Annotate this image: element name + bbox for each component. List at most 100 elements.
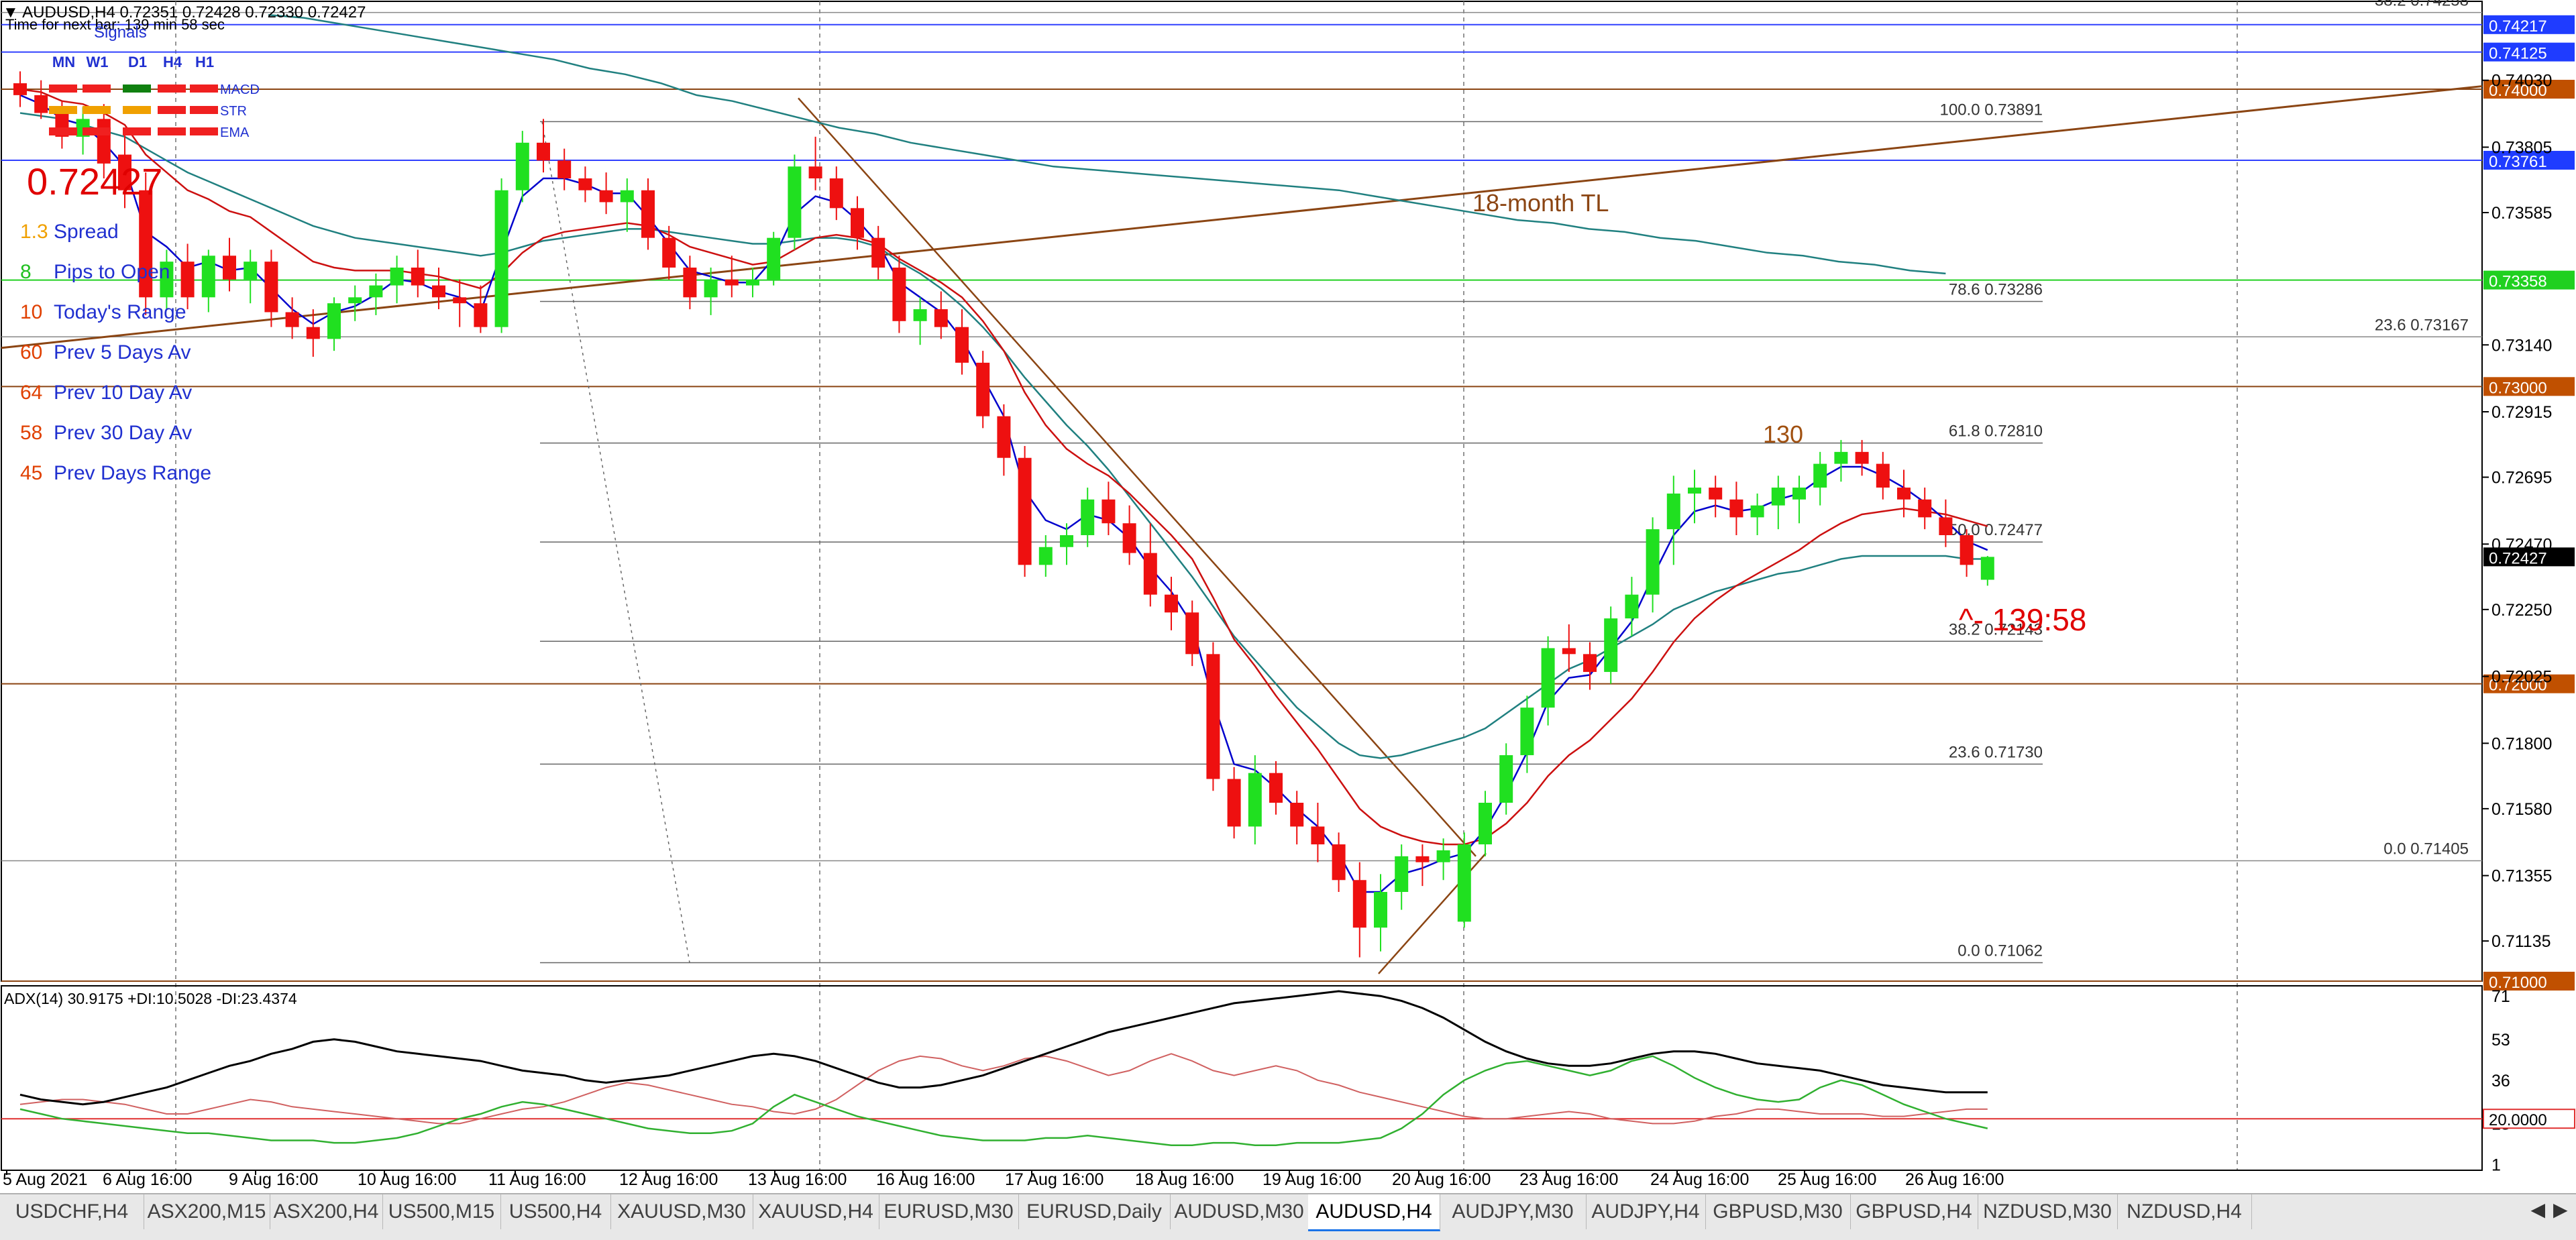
chevron-left-icon[interactable]: ◀ (2530, 1199, 2545, 1220)
candle[interactable] (851, 196, 864, 250)
candle[interactable] (704, 268, 718, 315)
candle[interactable] (1541, 636, 1555, 726)
candle[interactable] (1311, 803, 1325, 862)
candle[interactable] (1520, 695, 1534, 773)
candle[interactable] (892, 256, 906, 333)
candle[interactable] (1122, 505, 1136, 565)
candle[interactable] (934, 291, 948, 339)
candle[interactable] (160, 249, 174, 310)
candle[interactable] (1332, 832, 1346, 892)
candle[interactable] (1352, 862, 1366, 958)
candle[interactable] (1081, 488, 1095, 547)
candle[interactable] (1792, 475, 1806, 524)
candle[interactable] (808, 136, 822, 190)
candle[interactable] (1729, 482, 1743, 535)
candle[interactable] (306, 309, 320, 357)
candle[interactable] (620, 178, 634, 232)
candle[interactable] (683, 256, 697, 310)
candle[interactable] (1290, 791, 1304, 845)
candle[interactable] (1666, 475, 1680, 565)
candle[interactable] (1479, 791, 1492, 856)
candle[interactable] (1185, 600, 1199, 667)
candle[interactable] (1604, 606, 1618, 684)
chart-tab-us500-h4[interactable]: US500,H4 (500, 1194, 611, 1229)
candle[interactable] (641, 178, 655, 250)
candle[interactable] (1750, 493, 1764, 535)
candle[interactable] (1102, 482, 1116, 535)
candle[interactable] (976, 351, 990, 429)
candle[interactable] (1415, 844, 1430, 887)
chart-tab-eurusd-daily[interactable]: EURUSD,Daily (1018, 1194, 1171, 1229)
tab-scroll-controls[interactable]: ◀ ▶ (2522, 1198, 2576, 1225)
candle[interactable] (1060, 523, 1073, 565)
candle[interactable] (1143, 523, 1157, 607)
chart-tab-asx200-h4[interactable]: ASX200,H4 (270, 1194, 383, 1229)
candle[interactable] (327, 297, 341, 351)
chart-tab-nzdusd-h4[interactable]: NZDUSD,H4 (2117, 1194, 2252, 1229)
chart-tab-audjpy-m30[interactable]: AUDJPY,M30 (1440, 1194, 1587, 1229)
candle[interactable] (1562, 624, 1576, 672)
candle[interactable] (1939, 499, 1953, 547)
candle[interactable] (1855, 440, 1869, 476)
candle[interactable] (746, 268, 759, 298)
candle[interactable] (1813, 451, 1827, 506)
candle[interactable] (432, 268, 445, 310)
candle[interactable] (1918, 488, 1932, 530)
candle[interactable] (494, 178, 508, 333)
candle[interactable] (1709, 475, 1723, 518)
candle[interactable] (1018, 446, 1032, 577)
candle[interactable] (1206, 642, 1220, 791)
candle[interactable] (118, 133, 131, 209)
candle[interactable] (578, 166, 592, 203)
candle[interactable] (1980, 556, 1994, 586)
candle[interactable] (997, 404, 1011, 476)
candle[interactable] (180, 243, 195, 310)
candle[interactable] (1395, 844, 1409, 910)
chart-tab-xauusd-h4[interactable]: XAUUSD,H4 (753, 1194, 879, 1229)
candle[interactable] (1771, 475, 1785, 530)
candle[interactable] (1876, 451, 1890, 500)
candle[interactable] (1897, 469, 1911, 518)
candle[interactable] (13, 71, 27, 107)
chart-tab-gbpusd-m30[interactable]: GBPUSD,M30 (1705, 1194, 1851, 1229)
chart-tab-usdchf-h4[interactable]: USDCHF,H4 (0, 1194, 144, 1229)
candle[interactable] (411, 249, 425, 298)
chart-tab-gbpusd-h4[interactable]: GBPUSD,H4 (1850, 1194, 1978, 1229)
chart-tab-us500-m15[interactable]: US500,M15 (382, 1194, 501, 1229)
candle[interactable] (223, 237, 236, 292)
chart-tab-nzdusd-m30[interactable]: NZDUSD,M30 (1978, 1194, 2118, 1229)
candle[interactable] (1499, 743, 1513, 815)
chart-tab-xauusd-m30[interactable]: XAUUSD,M30 (610, 1194, 753, 1229)
candle[interactable] (1269, 760, 1283, 815)
candle[interactable] (599, 172, 613, 215)
candle[interactable] (1436, 838, 1450, 881)
candle[interactable] (913, 297, 927, 345)
price-chart[interactable]: 0.74217 0.74125 0.74000 0.73761 0.73358 0.730… (0, 0, 2576, 1193)
trendline-18-month[interactable] (1, 85, 2483, 349)
trendline-down[interactable] (798, 97, 1477, 857)
candle[interactable] (1583, 642, 1597, 690)
candle[interactable] (139, 172, 153, 315)
candle[interactable] (788, 154, 802, 250)
candle[interactable] (662, 225, 676, 280)
candle[interactable] (1646, 517, 1660, 613)
candle[interactable] (829, 166, 843, 221)
candle[interactable] (1165, 577, 1178, 630)
candle[interactable] (264, 249, 278, 327)
candle[interactable] (1457, 832, 1471, 928)
candle[interactable] (1248, 755, 1262, 845)
candle[interactable] (285, 297, 299, 339)
candle[interactable] (1625, 577, 1639, 636)
candle[interactable] (871, 225, 885, 280)
candle[interactable] (537, 119, 550, 173)
candle[interactable] (1688, 469, 1701, 524)
candle[interactable] (474, 285, 488, 333)
candle[interactable] (453, 279, 467, 327)
candle[interactable] (244, 249, 258, 304)
chart-tab-asx200-m15[interactable]: ASX200,M15 (144, 1194, 270, 1229)
chart-tab-audusd-m30[interactable]: AUDUSD,M30 (1170, 1194, 1309, 1229)
chart-tab-audusd-h4[interactable]: AUDUSD,H4 (1308, 1194, 1440, 1231)
candle[interactable] (955, 309, 969, 375)
candle[interactable] (724, 256, 739, 298)
candle[interactable] (348, 285, 362, 321)
